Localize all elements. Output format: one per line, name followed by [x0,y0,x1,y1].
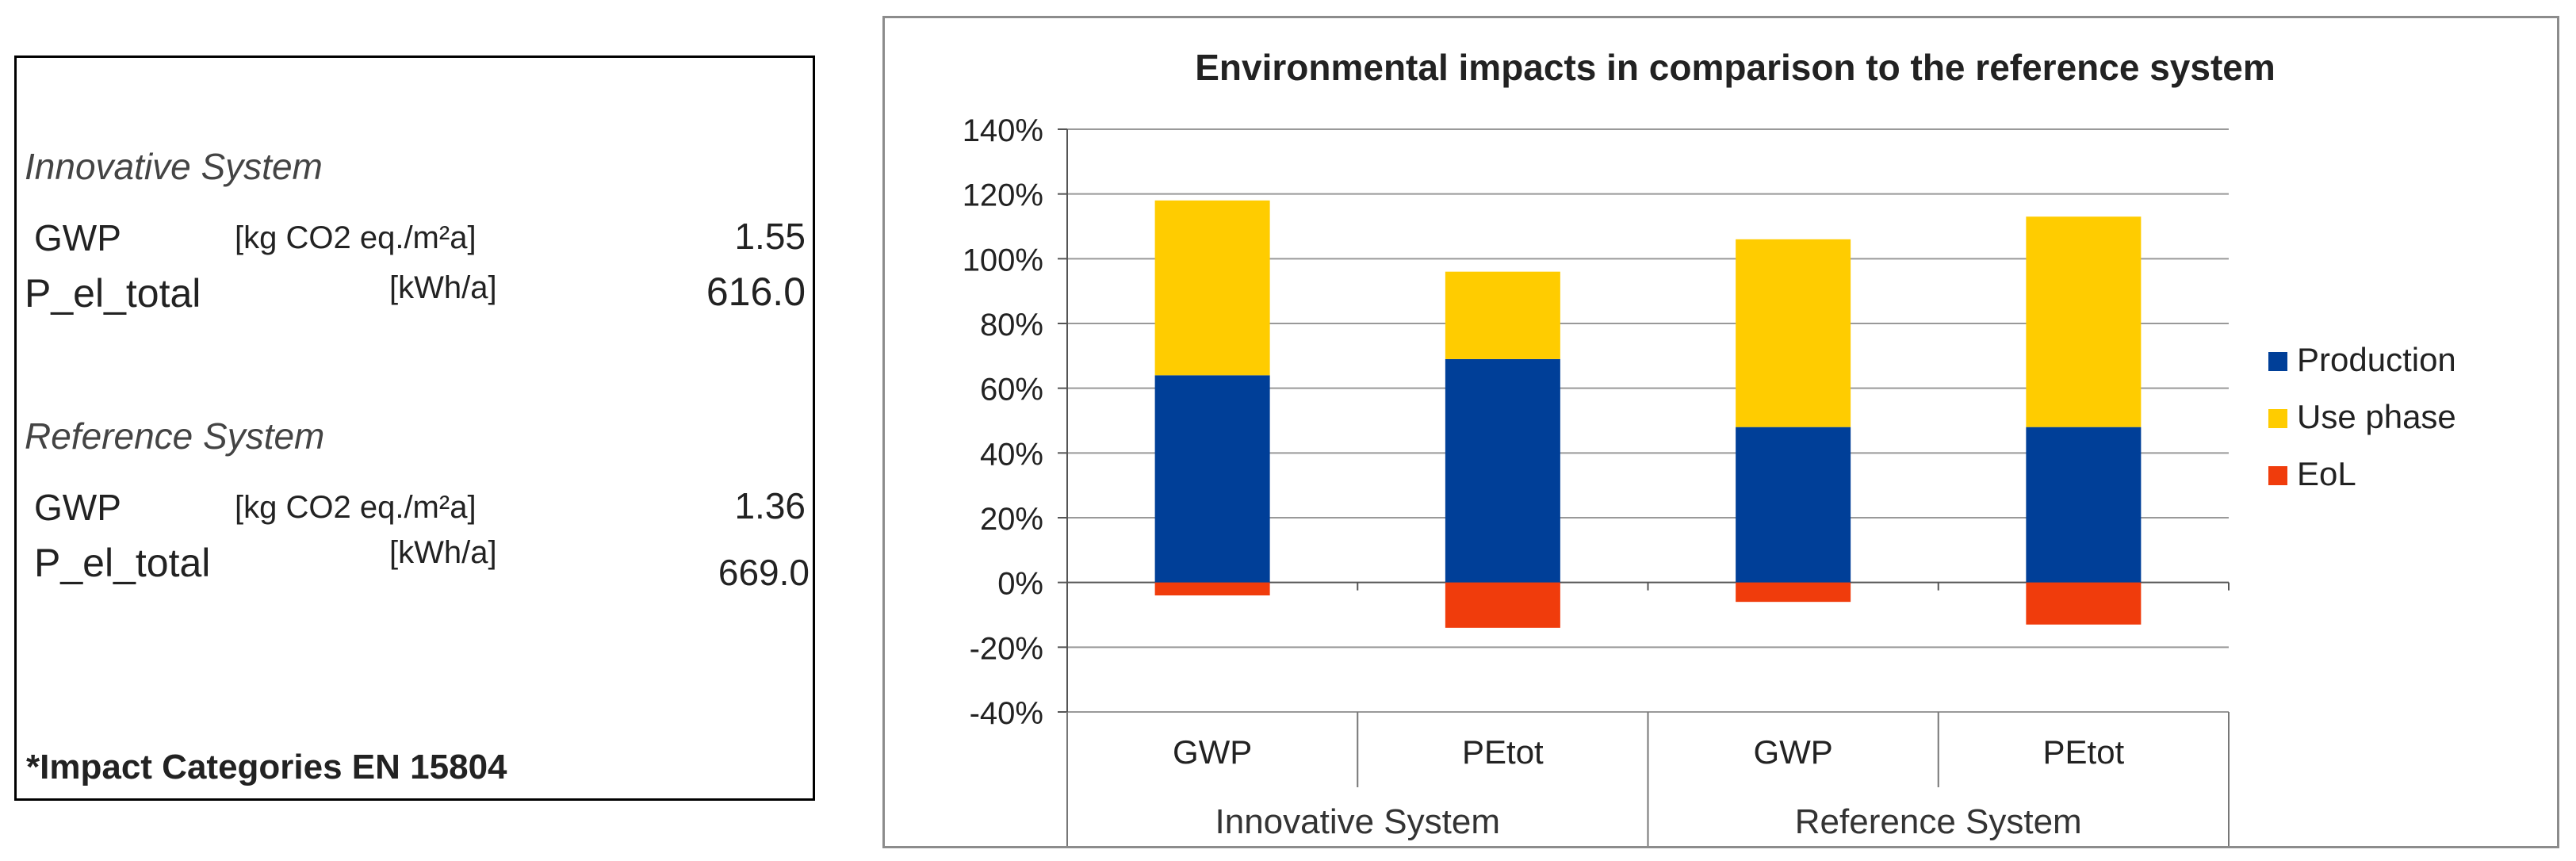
x-category-label: PEtot [2043,733,2125,771]
innovative-pel-unit: [kWh/a] [389,270,497,305]
reference-pel-label: P_el_total [34,541,211,585]
innovative-gwp-value: 1.55 [734,216,806,257]
y-tick-label: 60% [980,373,1043,408]
x-category-label: PEtot [1462,733,1544,771]
bar-use-phase-2 [1445,271,1560,359]
summary-panel: Innovative System GWP [kg CO2 eq./m²a] 1… [14,55,815,801]
x-category-label: GWP [1173,733,1252,771]
innovative-pel-value: 616.0 [706,270,806,314]
innovative-system-title: Innovative System [25,146,323,187]
y-tick-label: -40% [970,696,1043,731]
innovative-gwp-unit: [kg CO2 eq./m²a] [235,220,477,255]
y-tick-label: -20% [970,631,1043,666]
bar-eol-4 [2026,582,2142,625]
reference-gwp-label: GWP [34,487,121,528]
reference-pel-unit: [kWh/a] [389,535,497,570]
bar-production-1 [1154,375,1270,583]
y-tick-label: 120% [963,178,1043,213]
legend-label-production: Production [2297,341,2456,378]
chart-title: Environmental impacts in comparison to t… [1195,47,2276,88]
y-tick-label: 80% [980,308,1043,342]
reference-pel-value: 669.0 [718,552,810,593]
bar-eol-3 [1736,582,1851,603]
y-tick-label: 40% [980,437,1043,472]
y-tick-label: 20% [980,502,1043,537]
innovative-pel-label: P_el_total [25,271,201,316]
x-group-label: Reference System [1795,802,2082,841]
x-category-label: GWP [1753,733,1832,771]
legend-label-use-phase: Use phase [2297,398,2456,435]
innovative-gwp-label: GWP [34,217,121,258]
bar-production-3 [1736,427,1851,583]
stacked-bar-chart: Environmental impacts in comparison to t… [963,47,2456,846]
bar-use-phase-3 [1736,239,1851,427]
bar-use-phase-4 [2026,216,2142,427]
bar-eol-2 [1445,582,1560,628]
bar-eol-1 [1154,582,1270,595]
y-tick-label: 100% [963,243,1043,277]
bar-production-4 [2026,427,2142,583]
legend-swatch-use-phase [2268,409,2287,428]
chart-frame: Environmental impacts in comparison to t… [882,16,2559,848]
reference-gwp-value: 1.36 [734,485,806,526]
y-tick-label: 140% [963,113,1043,148]
reference-system-title: Reference System [25,415,325,457]
x-group-label: Innovative System [1215,802,1501,841]
legend-swatch-production [2268,352,2287,371]
bar-production-2 [1445,358,1560,583]
legend-swatch-eol [2268,466,2287,485]
reference-gwp-unit: [kg CO2 eq./m²a] [235,490,477,525]
legend-label-eol: EoL [2297,455,2356,492]
impact-categories-footnote: *Impact Categories EN 15804 [26,748,507,786]
y-tick-label: 0% [997,567,1043,602]
bar-use-phase-1 [1154,200,1270,376]
